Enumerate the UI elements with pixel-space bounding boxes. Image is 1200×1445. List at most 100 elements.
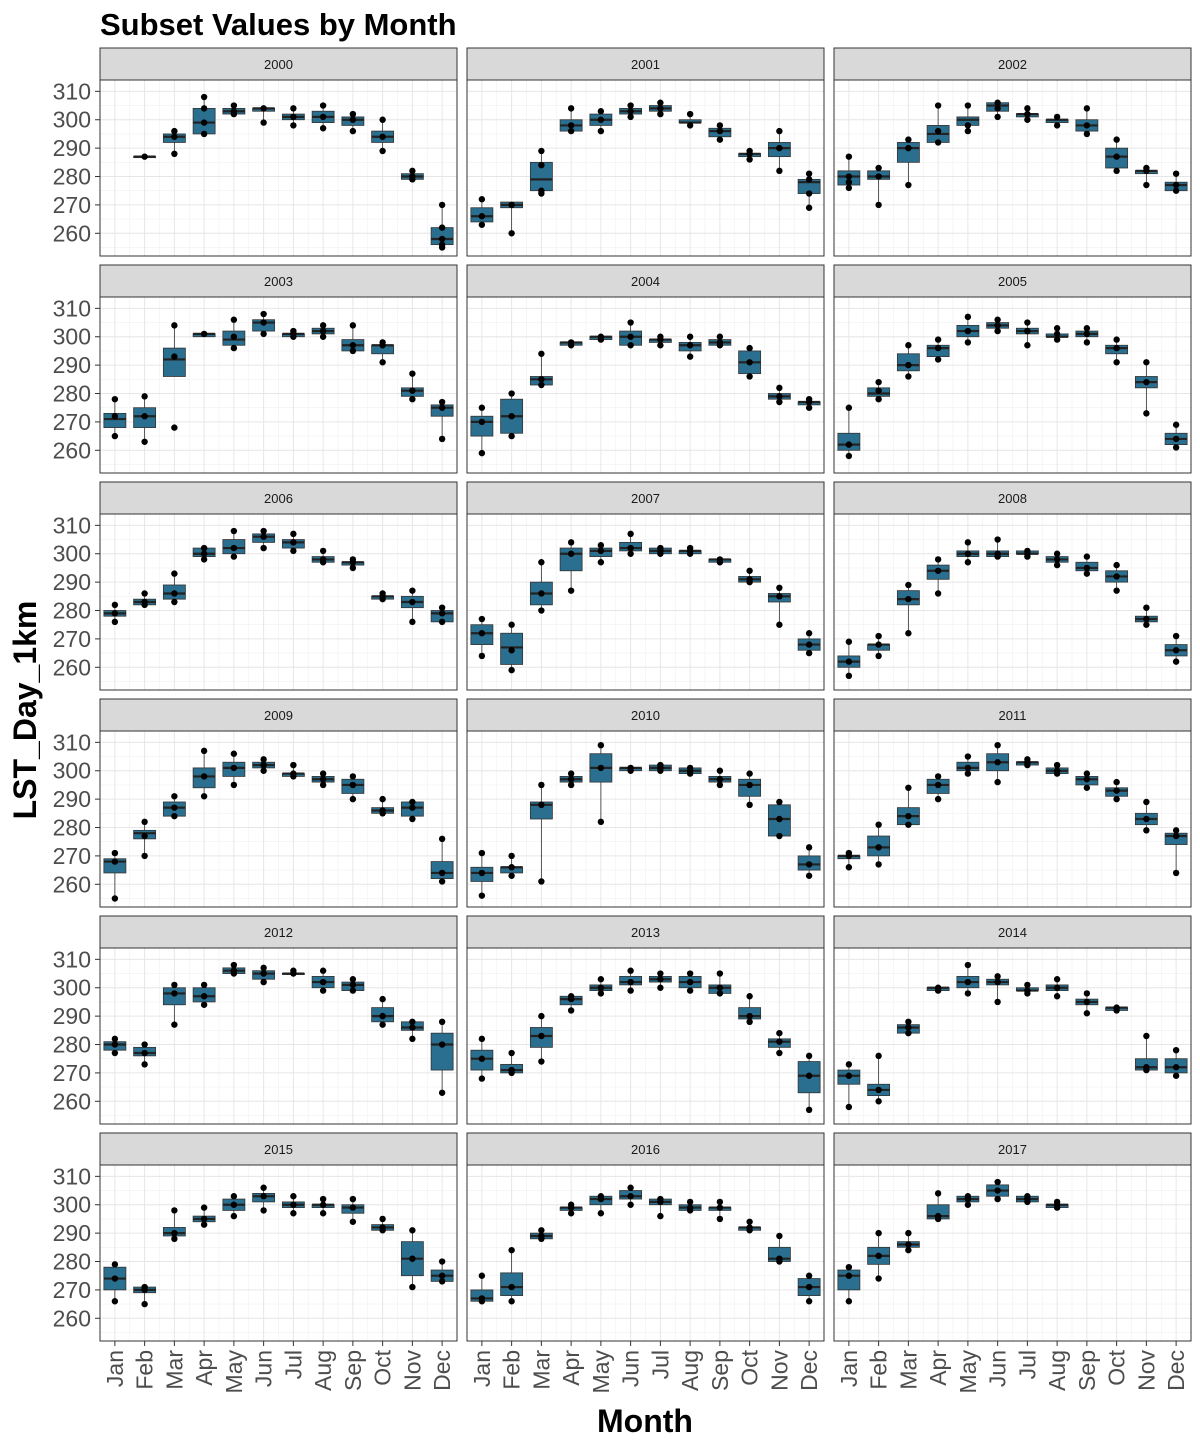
data-point — [230, 1212, 238, 1220]
data-point — [260, 1207, 267, 1214]
data-point — [776, 1255, 783, 1262]
data-point — [141, 818, 148, 826]
data-point — [875, 1252, 882, 1260]
data-point — [409, 370, 416, 377]
x-tick-label: Jan — [836, 1350, 862, 1387]
data-point — [230, 316, 238, 323]
data-point — [567, 122, 575, 129]
data-point — [290, 1210, 297, 1217]
data-point — [845, 153, 853, 160]
data-point — [627, 108, 634, 115]
data-point — [567, 105, 575, 112]
data-point — [805, 872, 813, 879]
data-point — [934, 556, 942, 563]
data-point — [686, 1198, 694, 1206]
data-point — [875, 378, 882, 386]
data-point — [290, 113, 297, 121]
data-point — [776, 1232, 783, 1240]
data-point — [1143, 798, 1150, 806]
panel-border — [99, 296, 458, 474]
data-point — [538, 781, 545, 789]
data-point — [349, 342, 357, 349]
facet-strip — [466, 481, 825, 515]
facet-strip — [833, 47, 1192, 81]
data-point — [290, 761, 297, 769]
data-point — [805, 170, 813, 177]
data-point — [716, 127, 724, 135]
panel-border — [99, 1164, 458, 1342]
data-point — [1024, 327, 1031, 335]
data-point — [1053, 556, 1061, 563]
y-tick-label: 260 — [53, 1088, 91, 1114]
data-point — [805, 641, 813, 648]
data-point — [319, 547, 327, 555]
data-point — [964, 770, 972, 777]
data-point — [290, 967, 297, 974]
data-point — [409, 1035, 416, 1043]
y-tick-label: 310 — [53, 295, 91, 321]
data-point — [349, 1218, 357, 1225]
data-point — [1143, 359, 1150, 366]
data-point — [905, 595, 912, 603]
data-point — [438, 610, 446, 617]
data-point — [1083, 776, 1091, 783]
data-point — [1172, 832, 1180, 840]
data-point — [657, 970, 664, 977]
data-point — [141, 852, 148, 860]
x-tick-label: Jun — [251, 1350, 277, 1387]
data-point — [319, 327, 327, 335]
data-point — [379, 1012, 386, 1020]
data-point — [349, 347, 357, 355]
data-point — [438, 1089, 446, 1096]
data-point — [1083, 990, 1091, 997]
data-point — [319, 125, 327, 132]
data-point — [438, 404, 446, 411]
data-point — [230, 344, 238, 352]
x-tick-label: Sep — [340, 1350, 366, 1391]
panel-border — [833, 947, 1192, 1125]
data-point — [319, 556, 327, 563]
data-point — [964, 122, 972, 129]
data-point — [964, 764, 972, 772]
y-tick-label: 260 — [53, 1305, 91, 1331]
data-point — [409, 173, 416, 180]
data-point — [1172, 647, 1180, 654]
data-point — [478, 449, 486, 457]
data-point — [934, 984, 942, 991]
data-point — [776, 621, 783, 628]
data-point — [260, 767, 267, 774]
data-point — [200, 1204, 208, 1211]
data-point — [776, 393, 783, 400]
data-point — [438, 1272, 446, 1279]
data-point — [845, 404, 853, 411]
data-point — [567, 550, 575, 557]
data-point — [171, 793, 178, 800]
x-tick-label: May — [955, 1350, 981, 1394]
data-point — [538, 1232, 545, 1240]
x-tick-label: Sep — [1074, 1350, 1100, 1391]
data-point — [1113, 795, 1120, 803]
data-point — [260, 964, 267, 972]
data-point — [141, 393, 148, 400]
data-point — [805, 630, 813, 637]
data-point — [805, 176, 813, 183]
data-point — [409, 798, 416, 806]
data-point — [538, 607, 545, 614]
x-tick-label: Nov — [1133, 1350, 1159, 1391]
data-point — [686, 987, 694, 994]
data-point — [875, 1052, 882, 1060]
data-point — [776, 167, 783, 175]
data-point — [538, 1012, 545, 1020]
data-point — [1053, 325, 1061, 332]
facet-strip — [99, 264, 458, 298]
data-point — [409, 1024, 416, 1031]
data-point — [141, 1061, 148, 1068]
data-point — [319, 978, 327, 986]
data-point — [716, 1198, 724, 1206]
data-point — [934, 781, 942, 789]
y-tick-label: 310 — [53, 78, 91, 104]
data-point — [686, 353, 694, 360]
facet-strip-label: 2016 — [631, 1142, 660, 1157]
data-point — [964, 539, 972, 546]
